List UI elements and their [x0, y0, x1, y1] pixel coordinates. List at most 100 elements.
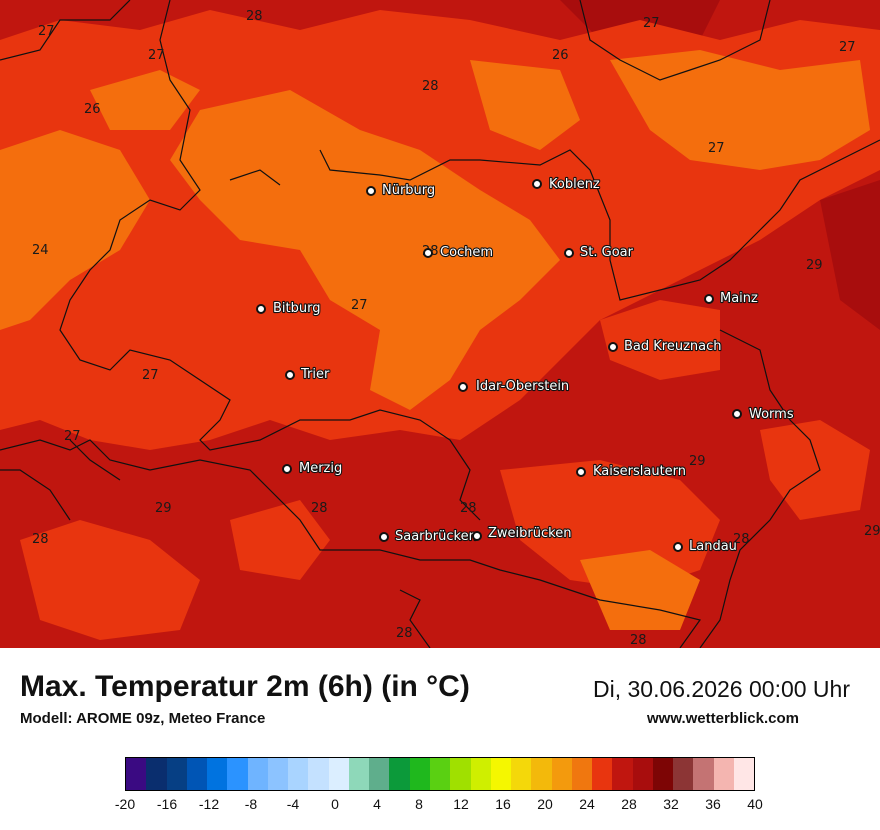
temp-label: 29 — [155, 501, 172, 516]
city-st-goar[interactable]: St. Goar — [564, 244, 635, 261]
city-zweibrucken[interactable]: Zweibrücken — [472, 525, 573, 542]
city-dot — [256, 304, 266, 314]
scale-tick-label: 12 — [453, 796, 469, 812]
city-label: Worms — [749, 407, 794, 422]
city-saarbrucken[interactable]: Saarbrücken — [379, 528, 478, 545]
scale-segment — [369, 758, 390, 790]
temp-label: 28 — [311, 501, 328, 516]
scale-tick-label: -4 — [286, 796, 300, 812]
city-label: Kaiserslautern — [593, 464, 686, 479]
city-kaiserslautern[interactable]: Kaiserslautern — [576, 463, 687, 480]
temp-label: 24 — [32, 243, 49, 258]
temp-label: 26 — [552, 48, 569, 63]
temp-label: 27 — [643, 16, 660, 31]
map-title: Max. Temperatur 2m (6h) (in °C) — [20, 670, 470, 703]
temp-label: 28 — [460, 501, 477, 516]
temp-label: 27 — [64, 429, 81, 444]
city-mainz[interactable]: Mainz — [704, 290, 759, 307]
scale-segment — [348, 758, 370, 790]
temp-label: 29 — [689, 454, 706, 469]
scale-segment — [328, 758, 349, 790]
city-dot — [366, 186, 376, 196]
city-dot — [608, 342, 618, 352]
city-dot — [564, 248, 574, 258]
temp-label: 27 — [839, 40, 856, 55]
city-label: Trier — [300, 367, 330, 382]
city-koblenz[interactable]: Koblenz — [532, 176, 601, 193]
scale-tick-label: 8 — [415, 796, 423, 812]
scale-segment — [288, 758, 309, 790]
scale-segment — [126, 758, 147, 790]
city-worms[interactable]: Worms — [732, 406, 795, 423]
scale-tick-label: -8 — [244, 796, 258, 812]
city-dot — [673, 542, 683, 552]
scale-segment — [186, 758, 208, 790]
scale-segment — [571, 758, 593, 790]
temp-label: 28 — [422, 79, 439, 94]
scale-segment — [733, 758, 755, 790]
scale-segment — [166, 758, 187, 790]
temp-label: 27 — [148, 48, 165, 63]
city-label: Landau — [689, 539, 737, 554]
scale-segment — [632, 758, 653, 790]
city-cochem[interactable]: Cochem — [423, 244, 494, 261]
city-label: Mainz — [720, 291, 758, 306]
scale-segment — [551, 758, 572, 790]
city-dot — [282, 464, 292, 474]
city-nurburg[interactable]: Nürburg — [366, 182, 436, 199]
scale-segment — [693, 758, 714, 790]
scale-segment — [207, 758, 228, 790]
scale-segment — [490, 758, 512, 790]
temperature-map: 28 27 27 27 26 28 27 26 24 27 29 27 27 2… — [0, 0, 880, 648]
scale-segment — [247, 758, 268, 790]
scale-segment — [267, 758, 289, 790]
city-dot — [423, 248, 433, 258]
scale-tick-label: 32 — [663, 796, 679, 812]
temp-label: 28 — [246, 9, 263, 24]
city-dot — [704, 294, 714, 304]
city-merzig[interactable]: Merzig — [282, 460, 343, 477]
scale-tick-label: -20 — [114, 796, 136, 812]
temp-label: 26 — [84, 102, 101, 117]
website-link[interactable]: www.wetterblick.com — [647, 710, 799, 727]
border-lines — [0, 0, 880, 648]
city-trier[interactable]: Trier — [285, 366, 331, 383]
temp-label: 27 — [351, 298, 368, 313]
scale-tick-label: 0 — [331, 796, 339, 812]
city-dot — [732, 409, 742, 419]
scale-segment — [450, 758, 471, 790]
city-label: Bad Kreuznach — [624, 339, 722, 354]
scale-segment — [308, 758, 329, 790]
scale-segment — [511, 758, 532, 790]
temperature-labels: 28 27 27 27 26 28 27 26 24 27 29 27 27 2… — [32, 9, 880, 648]
city-dot — [576, 467, 586, 477]
temp-label: 28 — [396, 626, 413, 641]
scale-segment — [592, 758, 613, 790]
scale-tick-label: 40 — [747, 796, 763, 812]
city-label: Merzig — [299, 461, 342, 476]
model-info: Modell: AROME 09z, Meteo France — [20, 710, 266, 727]
temp-label: 28 — [630, 633, 647, 648]
scale-segment — [612, 758, 633, 790]
temp-label: 29 — [864, 524, 880, 539]
city-landau[interactable]: Landau — [673, 538, 738, 555]
scale-tick-label: 16 — [495, 796, 511, 812]
city-bitburg[interactable]: Bitburg — [256, 300, 322, 317]
city-label: Bitburg — [273, 301, 321, 316]
city-dot — [458, 382, 468, 392]
temp-field-24-26 — [170, 90, 560, 410]
scale-segment — [409, 758, 430, 790]
scale-segment — [429, 758, 451, 790]
scale-segment — [227, 758, 248, 790]
scale-segment — [673, 758, 694, 790]
scale-tick-label: -12 — [198, 796, 220, 812]
forecast-datetime: Di, 30.06.2026 00:00 Uhr — [592, 676, 850, 702]
city-bad-kreuznach[interactable]: Bad Kreuznach — [608, 338, 723, 355]
city-dot — [532, 179, 542, 189]
scale-segment — [713, 758, 734, 790]
scale-tick-label: 36 — [705, 796, 721, 812]
scale-segment — [470, 758, 491, 790]
city-label: Zweibrücken — [488, 526, 571, 541]
city-idar-oberstein[interactable]: Idar-Oberstein — [458, 378, 570, 395]
city-label: St. Goar — [580, 245, 634, 260]
